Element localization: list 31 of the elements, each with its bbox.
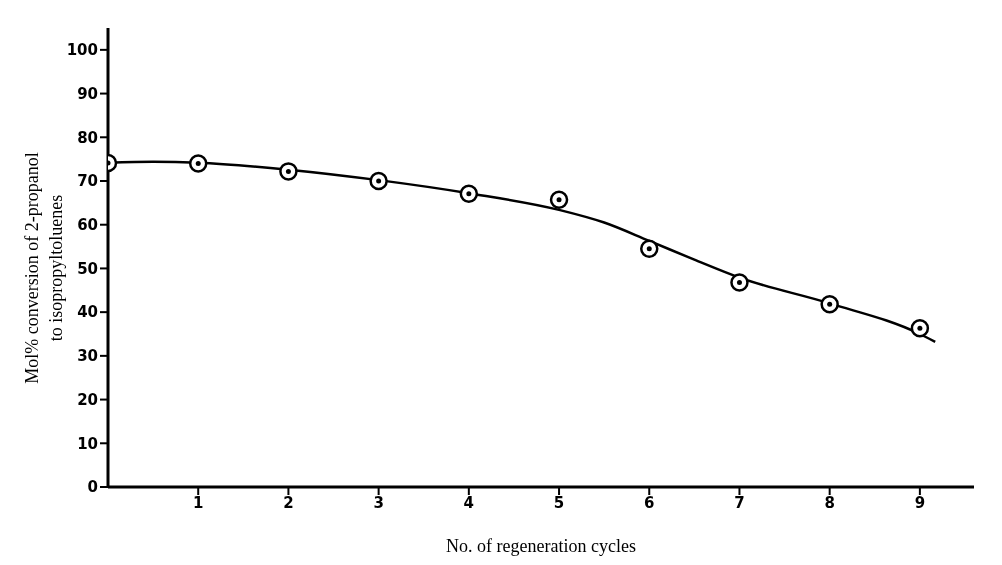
point [730, 273, 749, 292]
y-tick-label: 0 [87, 478, 98, 497]
point [820, 295, 839, 314]
y-tick-label: 90 [77, 84, 98, 103]
x-axis-title: No. of regeneration cycles [446, 536, 636, 556]
y-tick-label: 20 [77, 390, 98, 409]
x-tick-label: 9 [914, 493, 926, 512]
x-tick-label: 8 [824, 493, 835, 512]
y-tick-label: 10 [77, 434, 98, 453]
y-tick-label: 40 [77, 303, 98, 322]
point [640, 239, 659, 259]
y-tick-label: 50 [77, 259, 98, 278]
point [459, 184, 479, 203]
point [279, 162, 298, 181]
y-tick-label: 30 [77, 347, 98, 366]
y-tick-label: 100 [66, 41, 98, 60]
point [188, 154, 208, 173]
y-tick-label: 80 [77, 128, 98, 147]
x-tick-label: 2 [283, 493, 294, 512]
x-tick-label: 4 [463, 493, 475, 512]
x-tick-label: 6 [644, 493, 655, 512]
y-axis-title: Mol% conversion of 2-propanol to isopropyltoluenes [22, 152, 66, 384]
point [369, 171, 388, 191]
point [549, 190, 569, 210]
x-tick-label: 1 [192, 493, 204, 512]
x-tick-label: 7 [734, 493, 745, 512]
y-tick-label: 70 [77, 172, 98, 191]
point [910, 319, 930, 338]
x-tick-label: 5 [553, 493, 565, 512]
y-tick-label: 60 [77, 216, 98, 235]
x-tick-label: 3 [373, 493, 384, 512]
